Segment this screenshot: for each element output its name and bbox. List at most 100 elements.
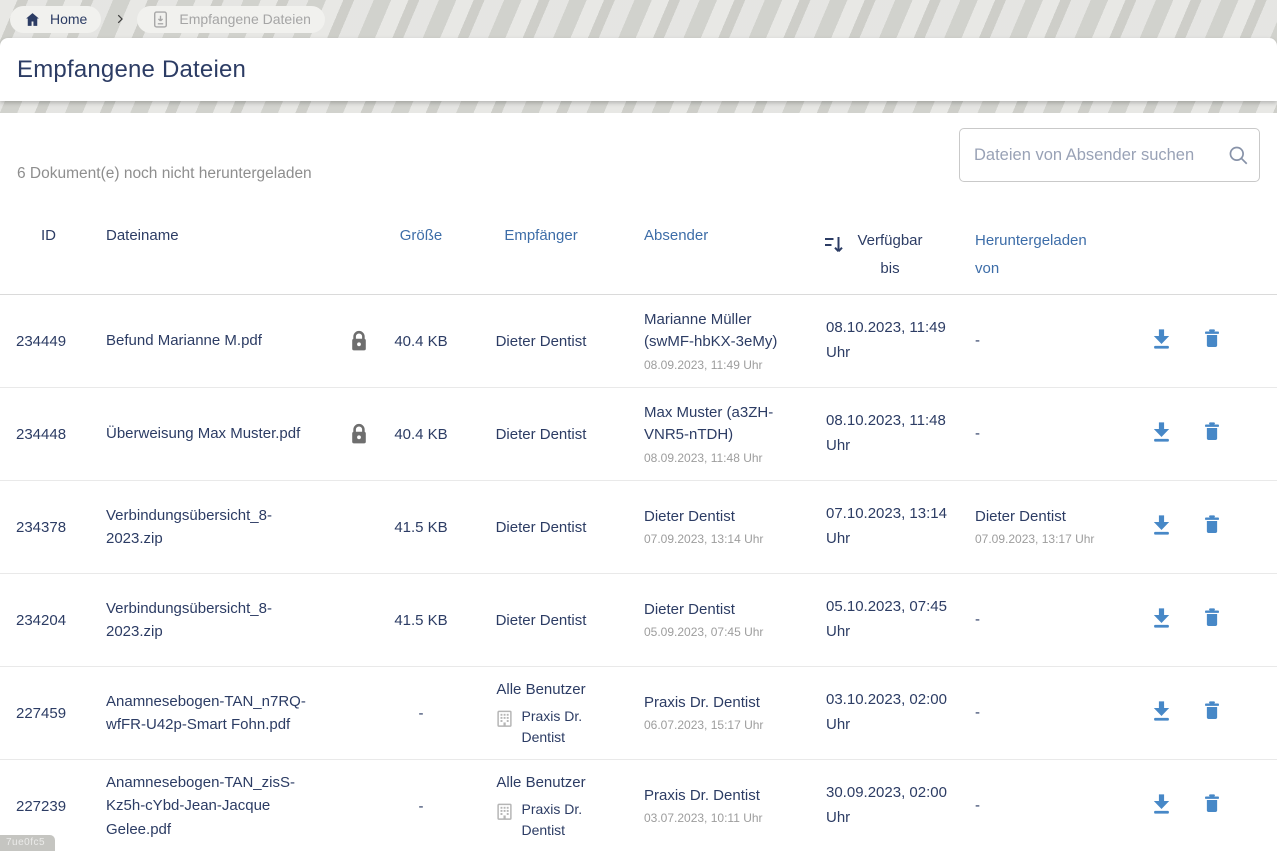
file-size: 40.4 KB xyxy=(394,425,448,443)
downloaded-by: Dieter Dentist 07.09.2023, 13:17 Uhr xyxy=(965,506,1137,548)
recipient-group: Alle Benutzer xyxy=(496,680,586,698)
downloaded-by: - xyxy=(975,331,980,349)
file-id: 234449 xyxy=(16,332,67,350)
recipient: Alle Benutzer Praxis Dr. Dentist xyxy=(468,772,614,841)
header-available-until[interactable]: Verfügbar bis xyxy=(820,227,965,283)
sender-date: 03.07.2023, 10:11 Uhr xyxy=(644,811,763,826)
download-button[interactable] xyxy=(1150,605,1173,629)
file-size: - xyxy=(418,797,424,815)
search-box xyxy=(959,128,1260,182)
download-button[interactable] xyxy=(1150,791,1173,815)
download-button[interactable] xyxy=(1150,419,1173,443)
file-size: 41.5 KB xyxy=(394,518,448,536)
search-input[interactable] xyxy=(959,128,1260,182)
received-files-panel: 6 Dokument(e) noch nicht heruntergeladen… xyxy=(0,113,1277,851)
lock-icon xyxy=(349,422,369,446)
recipient: Dieter Dentist xyxy=(495,425,587,443)
header-recipient[interactable]: Empfänger xyxy=(504,227,578,244)
downloaded-date: 07.09.2023, 13:17 Uhr xyxy=(975,532,1095,547)
building-icon xyxy=(495,709,514,728)
file-name: Verbindungsübersicht_8-2023.zip xyxy=(106,599,272,640)
header-size[interactable]: Größe xyxy=(399,227,443,244)
downloaded-by: - xyxy=(975,703,980,721)
delete-button[interactable] xyxy=(1201,699,1223,722)
breadcrumb-home-label: Home xyxy=(50,11,88,27)
page-title: Empfangene Dateien xyxy=(17,55,247,83)
delete-button[interactable] xyxy=(1201,792,1223,815)
sender-date: 05.09.2023, 07:45 Uhr xyxy=(644,625,764,640)
available-until: 03.10.2023, 02:00 Uhr xyxy=(826,691,947,733)
available-until: 05.10.2023, 07:45 Uhr xyxy=(826,598,947,640)
download-button[interactable] xyxy=(1150,326,1173,350)
sender-name: Max Muster (a3ZH-VNR5-nTDH) xyxy=(644,403,774,444)
file-size: - xyxy=(418,704,424,722)
table-header: ID Dateiname Größe Empfänger Absender Ve… xyxy=(0,205,1277,295)
recipient-practice: Praxis Dr. Dentist xyxy=(521,707,583,745)
header-sender[interactable]: Absender xyxy=(644,227,709,244)
downloaded-by: - xyxy=(975,610,980,628)
file-size: 40.4 KB xyxy=(394,332,448,350)
table-row: 227239 Anamnesebogen-TAN_zisS-Kz5h-cYbd-… xyxy=(0,760,1277,851)
file-name: Anamnesebogen-TAN_n7RQ-wfFR-U42p-Smart F… xyxy=(106,692,306,733)
table-row: 234378 Verbindungsübersicht_8-2023.zip 4… xyxy=(0,481,1277,574)
file-name: Befund Marianne M.pdf xyxy=(106,332,262,350)
home-icon xyxy=(24,11,41,28)
available-until: 07.10.2023, 13:14 Uhr xyxy=(826,505,947,547)
file-id: 234204 xyxy=(16,611,67,629)
file-name: Überweisung Max Muster.pdf xyxy=(106,425,301,443)
breadcrumb-current[interactable]: Empfangene Dateien xyxy=(137,5,325,33)
recipient: Alle Benutzer Praxis Dr. Dentist xyxy=(468,679,614,748)
sender-date: 08.09.2023, 11:49 Uhr xyxy=(644,357,763,372)
table-row: 234449 Befund Marianne M.pdf 40.4 KB Die… xyxy=(0,295,1277,388)
not-downloaded-status: 6 Dokument(e) noch nicht heruntergeladen xyxy=(17,165,312,182)
recipient: Dieter Dentist xyxy=(495,518,587,536)
table-row: 234448 Überweisung Max Muster.pdf 40.4 K… xyxy=(0,388,1277,481)
watermark: 7ue0fc5 xyxy=(0,835,56,851)
page-header: Empfangene Dateien xyxy=(0,38,1277,101)
sender-name: Praxis Dr. Dentist xyxy=(644,693,760,711)
sender: Dieter Dentist 05.09.2023, 07:45 Uhr xyxy=(614,599,820,641)
downloaded-by: - xyxy=(975,796,980,814)
file-size: 41.5 KB xyxy=(394,611,448,629)
delete-button[interactable] xyxy=(1201,420,1223,443)
sender: Praxis Dr. Dentist 06.07.2023, 15:17 Uhr xyxy=(614,692,820,734)
delete-button[interactable] xyxy=(1201,327,1223,350)
delete-button[interactable] xyxy=(1201,606,1223,629)
file-name: Verbindungsübersicht_8-2023.zip xyxy=(106,506,272,547)
available-until: 30.09.2023, 02:00 Uhr xyxy=(826,784,947,826)
table-row: 227459 Anamnesebogen-TAN_n7RQ-wfFR-U42p-… xyxy=(0,667,1277,760)
sort-descending-icon xyxy=(822,233,846,255)
breadcrumb: Home Empfangene Dateien xyxy=(0,0,1277,38)
recipient-group: Alle Benutzer xyxy=(496,773,586,791)
header-id: ID xyxy=(41,227,56,244)
sender-name: Praxis Dr. Dentist xyxy=(644,786,760,804)
table-row: 234204 Verbindungsübersicht_8-2023.zip 4… xyxy=(0,574,1277,667)
delete-button[interactable] xyxy=(1201,513,1223,536)
recipient: Dieter Dentist xyxy=(495,332,587,350)
sender-date: 08.09.2023, 11:48 Uhr xyxy=(644,450,763,465)
lock-icon xyxy=(349,329,369,353)
download-button[interactable] xyxy=(1150,512,1173,536)
downloaded-by: - xyxy=(975,424,980,442)
recipient-practice: Praxis Dr. Dentist xyxy=(521,800,583,838)
header-filename: Dateiname xyxy=(106,227,179,244)
sender-date: 06.07.2023, 15:17 Uhr xyxy=(644,718,764,733)
sender: Dieter Dentist 07.09.2023, 13:14 Uhr xyxy=(614,506,820,548)
sender: Marianne Müller (swMF-hbKX-3eMy) 08.09.2… xyxy=(614,309,820,374)
sender-date: 07.09.2023, 13:14 Uhr xyxy=(644,532,764,547)
breadcrumb-home[interactable]: Home xyxy=(10,5,102,33)
download-button[interactable] xyxy=(1150,698,1173,722)
file-download-icon xyxy=(151,10,170,29)
building-icon xyxy=(495,802,514,821)
header-downloaded-by[interactable]: Heruntergeladen von xyxy=(975,232,1087,277)
sender: Max Muster (a3ZH-VNR5-nTDH) 08.09.2023, … xyxy=(614,402,820,467)
recipient: Dieter Dentist xyxy=(495,611,587,629)
file-id: 227459 xyxy=(16,704,67,722)
sender: Praxis Dr. Dentist 03.07.2023, 10:11 Uhr xyxy=(614,785,820,827)
available-until: 08.10.2023, 11:48 Uhr xyxy=(826,412,946,454)
file-id: 227239 xyxy=(16,797,67,815)
file-id: 234378 xyxy=(16,518,67,536)
file-name: Anamnesebogen-TAN_zisS-Kz5h-cYbd-Jean-Ja… xyxy=(106,774,295,838)
available-until: 08.10.2023, 11:49 Uhr xyxy=(826,319,946,361)
breadcrumb-current-label: Empfangene Dateien xyxy=(179,11,311,27)
